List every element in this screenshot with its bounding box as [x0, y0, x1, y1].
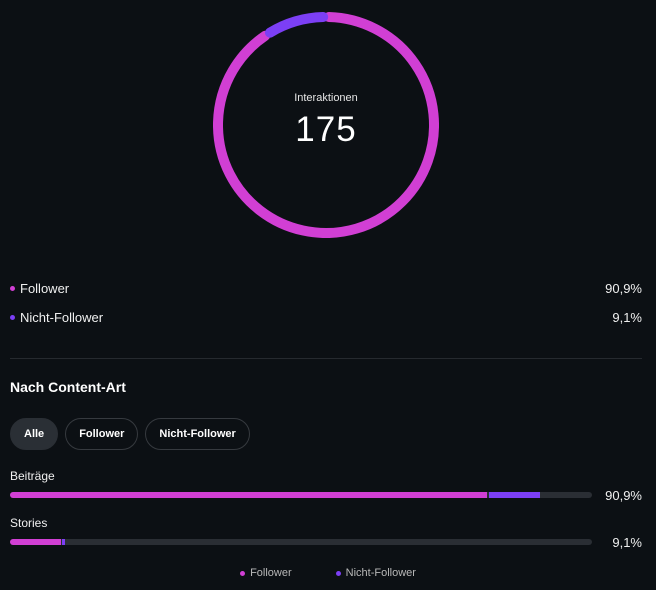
- content-type-label-stories: Stories: [10, 516, 48, 530]
- follower-dot-icon: [10, 285, 15, 291]
- bar-legend: Follower Nicht-Follower: [0, 567, 656, 579]
- filter-chip-non-follower[interactable]: Nicht-Follower: [145, 418, 250, 450]
- section-divider: [10, 358, 642, 359]
- donut-label: Interaktionen: [294, 92, 358, 104]
- legend-label: Nicht-Follower: [20, 309, 104, 325]
- legend-label: Follower: [20, 280, 70, 296]
- legend-row-follower: Follower 90,9%: [10, 278, 642, 298]
- follower-dot-icon: [240, 570, 246, 576]
- content-type-value-stories: 9,1%: [612, 535, 642, 550]
- section-title: Nach Content-Art: [10, 379, 126, 395]
- legend-row-non-follower: Nicht-Follower 9,1%: [10, 307, 642, 327]
- legend-value: 90,9%: [605, 280, 642, 296]
- non-follower-dot-icon: [335, 570, 341, 576]
- donut-segment-follower: [213, 12, 439, 238]
- filter-chip-follower[interactable]: Follower: [65, 418, 139, 450]
- bar-legend-label: Follower: [250, 567, 292, 579]
- content-type-bar-posts: [10, 492, 592, 498]
- bar-segment-follower: [10, 539, 61, 545]
- content-type-bar-stories: [10, 539, 592, 545]
- bar-legend-item-non-follower: Nicht-Follower: [335, 567, 416, 579]
- interactions-donut-chart: Interaktionen 175: [213, 12, 439, 238]
- donut-svg: [213, 12, 439, 238]
- content-type-label-posts: Beiträge: [10, 469, 55, 483]
- donut-center: Interaktionen 175: [213, 12, 439, 238]
- filter-chip-all[interactable]: Alle: [10, 418, 59, 450]
- content-type-value-posts: 90,9%: [605, 488, 642, 503]
- bar-segment-non-follower: [61, 539, 66, 545]
- legend-value: 9,1%: [612, 309, 642, 325]
- bar-legend-item-follower: Follower: [240, 567, 292, 579]
- content-filter-group: Alle Follower Nicht-Follower: [10, 418, 250, 450]
- bar-legend-label: Nicht-Follower: [345, 567, 416, 579]
- bar-segment-non-follower: [489, 492, 540, 498]
- donut-segment-non-follower: [264, 12, 329, 38]
- non-follower-dot-icon: [10, 314, 15, 320]
- bar-segment-follower: [10, 492, 488, 498]
- donut-value: 175: [295, 110, 357, 149]
